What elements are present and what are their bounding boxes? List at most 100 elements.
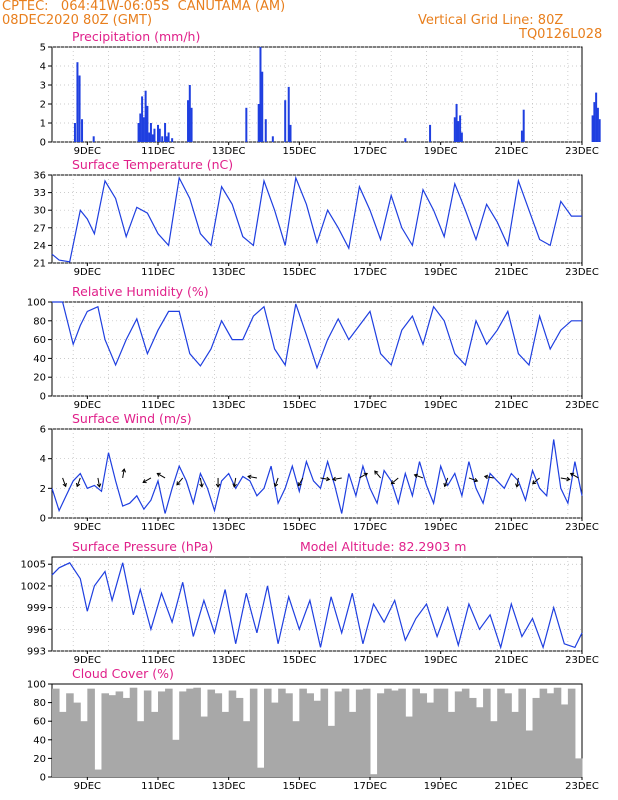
wind-arrow	[332, 477, 342, 481]
panel-frame	[51, 301, 583, 397]
cloud-bar	[129, 687, 138, 777]
cloud-bar	[313, 700, 322, 777]
x-tick-label: 19DEC	[424, 781, 458, 792]
wind-arrow	[391, 477, 399, 485]
cloud-bar	[327, 725, 336, 777]
x-tick-label: 13DEC	[212, 146, 246, 157]
series-line	[51, 175, 582, 263]
wind-arrow-head	[232, 483, 237, 488]
cloud-bar	[172, 739, 180, 777]
cloud-bar	[271, 702, 279, 777]
y-tick-label: 3	[40, 81, 46, 92]
cloud-bar	[165, 688, 173, 777]
y-tick-label: 27	[33, 223, 46, 234]
precip-bar	[520, 130, 523, 142]
wind-arrow-head	[62, 482, 67, 488]
y-tick-label: 1005	[21, 560, 46, 571]
wind-arrow-head	[75, 482, 81, 488]
y-tick-label: 60	[33, 335, 46, 346]
x-tick-label: 13DEC	[212, 781, 246, 792]
y-tick-label: 0	[40, 392, 46, 403]
y-tick-label: 1	[40, 119, 46, 130]
cloud-bar	[249, 688, 258, 777]
cloud-bar	[186, 688, 194, 777]
header-grid-note: Vertical Grid Line: 80Z	[418, 13, 564, 28]
cloud-bar	[256, 767, 265, 777]
wind-arrow	[560, 477, 570, 481]
y-tick-label: 33	[33, 188, 46, 199]
wind-arrow-head	[273, 482, 279, 488]
x-tick-label: 23DEC	[565, 522, 599, 533]
panel-frame	[51, 556, 583, 652]
series-line	[51, 439, 583, 514]
wind-arrow-head	[483, 474, 489, 480]
cloud-bar	[108, 695, 117, 777]
precip-bar	[271, 136, 274, 142]
x-tick-label: 23DEC	[565, 267, 599, 278]
cloud-bar	[539, 688, 548, 777]
wind-arrow-head	[247, 474, 252, 480]
cloud-bar	[66, 693, 74, 777]
cloud-bar	[426, 702, 435, 777]
panel-title: Surface Pressure (hPa)	[72, 539, 213, 554]
wind-arrow-head	[531, 480, 537, 485]
cloud-bar	[377, 693, 385, 777]
cloud-bar	[73, 702, 81, 777]
cloud-bar	[143, 690, 152, 777]
precip-bar	[455, 104, 458, 142]
x-tick-label: 13DEC	[212, 400, 246, 411]
panel-frame	[51, 428, 583, 519]
cloud-bar	[285, 693, 293, 777]
cloud-bar	[80, 721, 88, 777]
cloud-bar	[52, 688, 60, 777]
precip-bar	[157, 124, 159, 142]
y-tick-label: 4	[40, 454, 46, 465]
precip-bar	[261, 71, 264, 142]
precip-bar	[257, 104, 260, 142]
x-tick-label: 17DEC	[353, 655, 387, 666]
x-tick-label: 15DEC	[282, 655, 316, 666]
cloud-bar	[362, 688, 371, 777]
x-tick-label: 19DEC	[424, 146, 458, 157]
precip-bar	[148, 132, 151, 142]
precip-bar	[73, 123, 76, 142]
cloud-bar	[433, 688, 442, 777]
precip-bar	[595, 92, 598, 142]
cloud-bar	[461, 688, 470, 777]
cloud-bar	[306, 693, 314, 777]
wind-arrow	[297, 477, 304, 486]
precip-bar	[245, 107, 248, 142]
precip-bar	[142, 117, 145, 142]
precip-bar	[139, 113, 142, 142]
cloud-bar	[525, 730, 534, 777]
y-tick-label: 100	[27, 298, 46, 309]
precip-bar	[171, 138, 174, 142]
x-tick-label: 15DEC	[282, 146, 316, 157]
panel-title: Cloud Cover (%)	[72, 666, 174, 681]
cloud-bar	[136, 721, 145, 777]
y-tick-label: 100	[27, 680, 46, 691]
cloud-bar	[179, 691, 187, 777]
y-tick-label: 21	[33, 259, 46, 270]
x-tick-label: 13DEC	[212, 522, 246, 533]
cloud-bar	[158, 691, 166, 777]
cloud-bar	[511, 711, 519, 777]
cloud-bar	[412, 688, 420, 777]
wind-arrow	[157, 473, 166, 479]
precip-bar	[137, 123, 140, 142]
precip-bar	[151, 134, 154, 142]
x-tick-label: 17DEC	[353, 400, 387, 411]
x-tick-label: 9DEC	[74, 522, 101, 533]
series-line	[51, 562, 583, 650]
y-tick-label: 80	[33, 698, 46, 709]
wind-arrow	[414, 474, 424, 479]
wind-arrow	[532, 477, 540, 485]
x-tick-label: 11DEC	[141, 400, 175, 411]
precip-bar	[284, 100, 287, 142]
x-tick-label: 23DEC	[565, 400, 599, 411]
x-tick-label: 15DEC	[282, 522, 316, 533]
cloud-bar	[532, 697, 541, 777]
wind-arrow	[142, 477, 152, 483]
precip-bar	[591, 115, 594, 142]
x-tick-label: 17DEC	[353, 146, 387, 157]
